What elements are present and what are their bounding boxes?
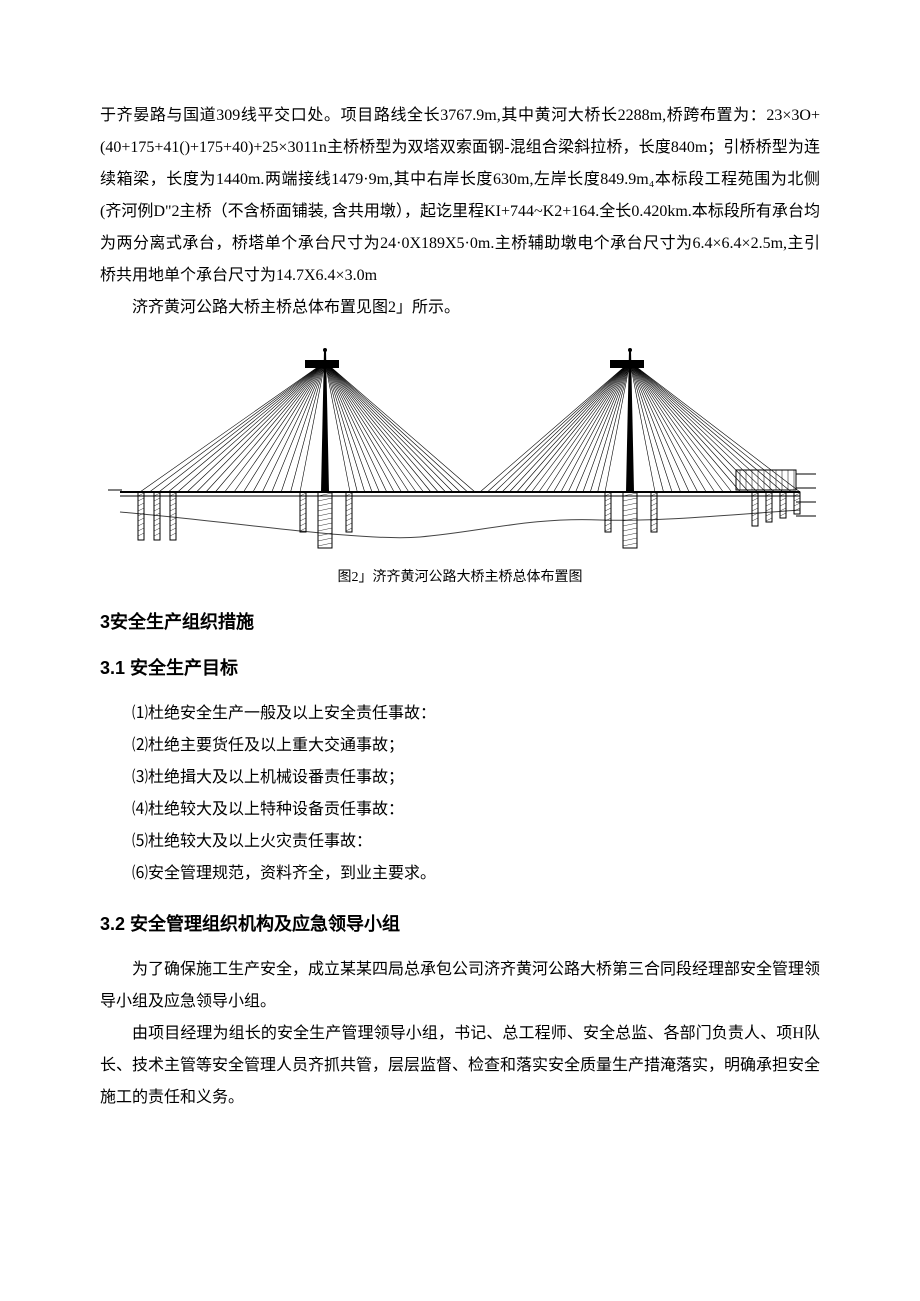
list-item: ⑵杜绝主要货任及以上重大交通事故； [100,730,820,762]
list-item: ⑴杜绝安全生产一般及以上安全责任事故： [100,698,820,730]
safety-target-list: ⑴杜绝安全生产一般及以上安全责任事故： ⑵杜绝主要货任及以上重大交通事故； ⑶杜… [100,698,820,890]
bridge-elevation-diagram [100,342,820,562]
list-item: ⑶杜绝揖大及以上机械设番责任事故； [100,762,820,794]
section-3-1-heading: 3.1 安全生产目标 [100,654,820,680]
intro-paragraph: 于齐晏路与国道309线平交口处。项目路线全长3767.9m,其中黄河大桥长228… [100,100,820,292]
section-3-2-para-2: 由项目经理为组长的安全生产管理领导小组，书记、总工程师、安全总监、各部门负责人、… [100,1018,820,1114]
section-3-heading: 3安全生产组织措施 [100,608,820,634]
list-item: ⑸杜绝较大及以上火灾责任事故： [100,826,820,858]
figure-caption: 图2」济齐黄河公路大桥主桥总体布置图 [100,566,820,586]
list-item: ⑷杜绝较大及以上特种设备贡任事故： [100,794,820,826]
figure-container: 图2」济齐黄河公路大桥主桥总体布置图 [100,342,820,586]
list-item: ⑹安全管理规范，资料齐全，到业主要求。 [100,858,820,890]
section-3-2-para-1: 为了确保施工生产安全，成立某某四局总承包公司济齐黄河公路大桥第三合同段经理部安全… [100,954,820,1018]
section-3-2-heading: 3.2 安全管理组织机构及应急领导小组 [100,910,820,936]
figure-reference-paragraph: 济齐黄河公路大桥主桥总体布置见图2」所示。 [100,292,820,324]
document-page: 于齐晏路与国道309线平交口处。项目路线全长3767.9m,其中黄河大桥长228… [0,0,920,1301]
